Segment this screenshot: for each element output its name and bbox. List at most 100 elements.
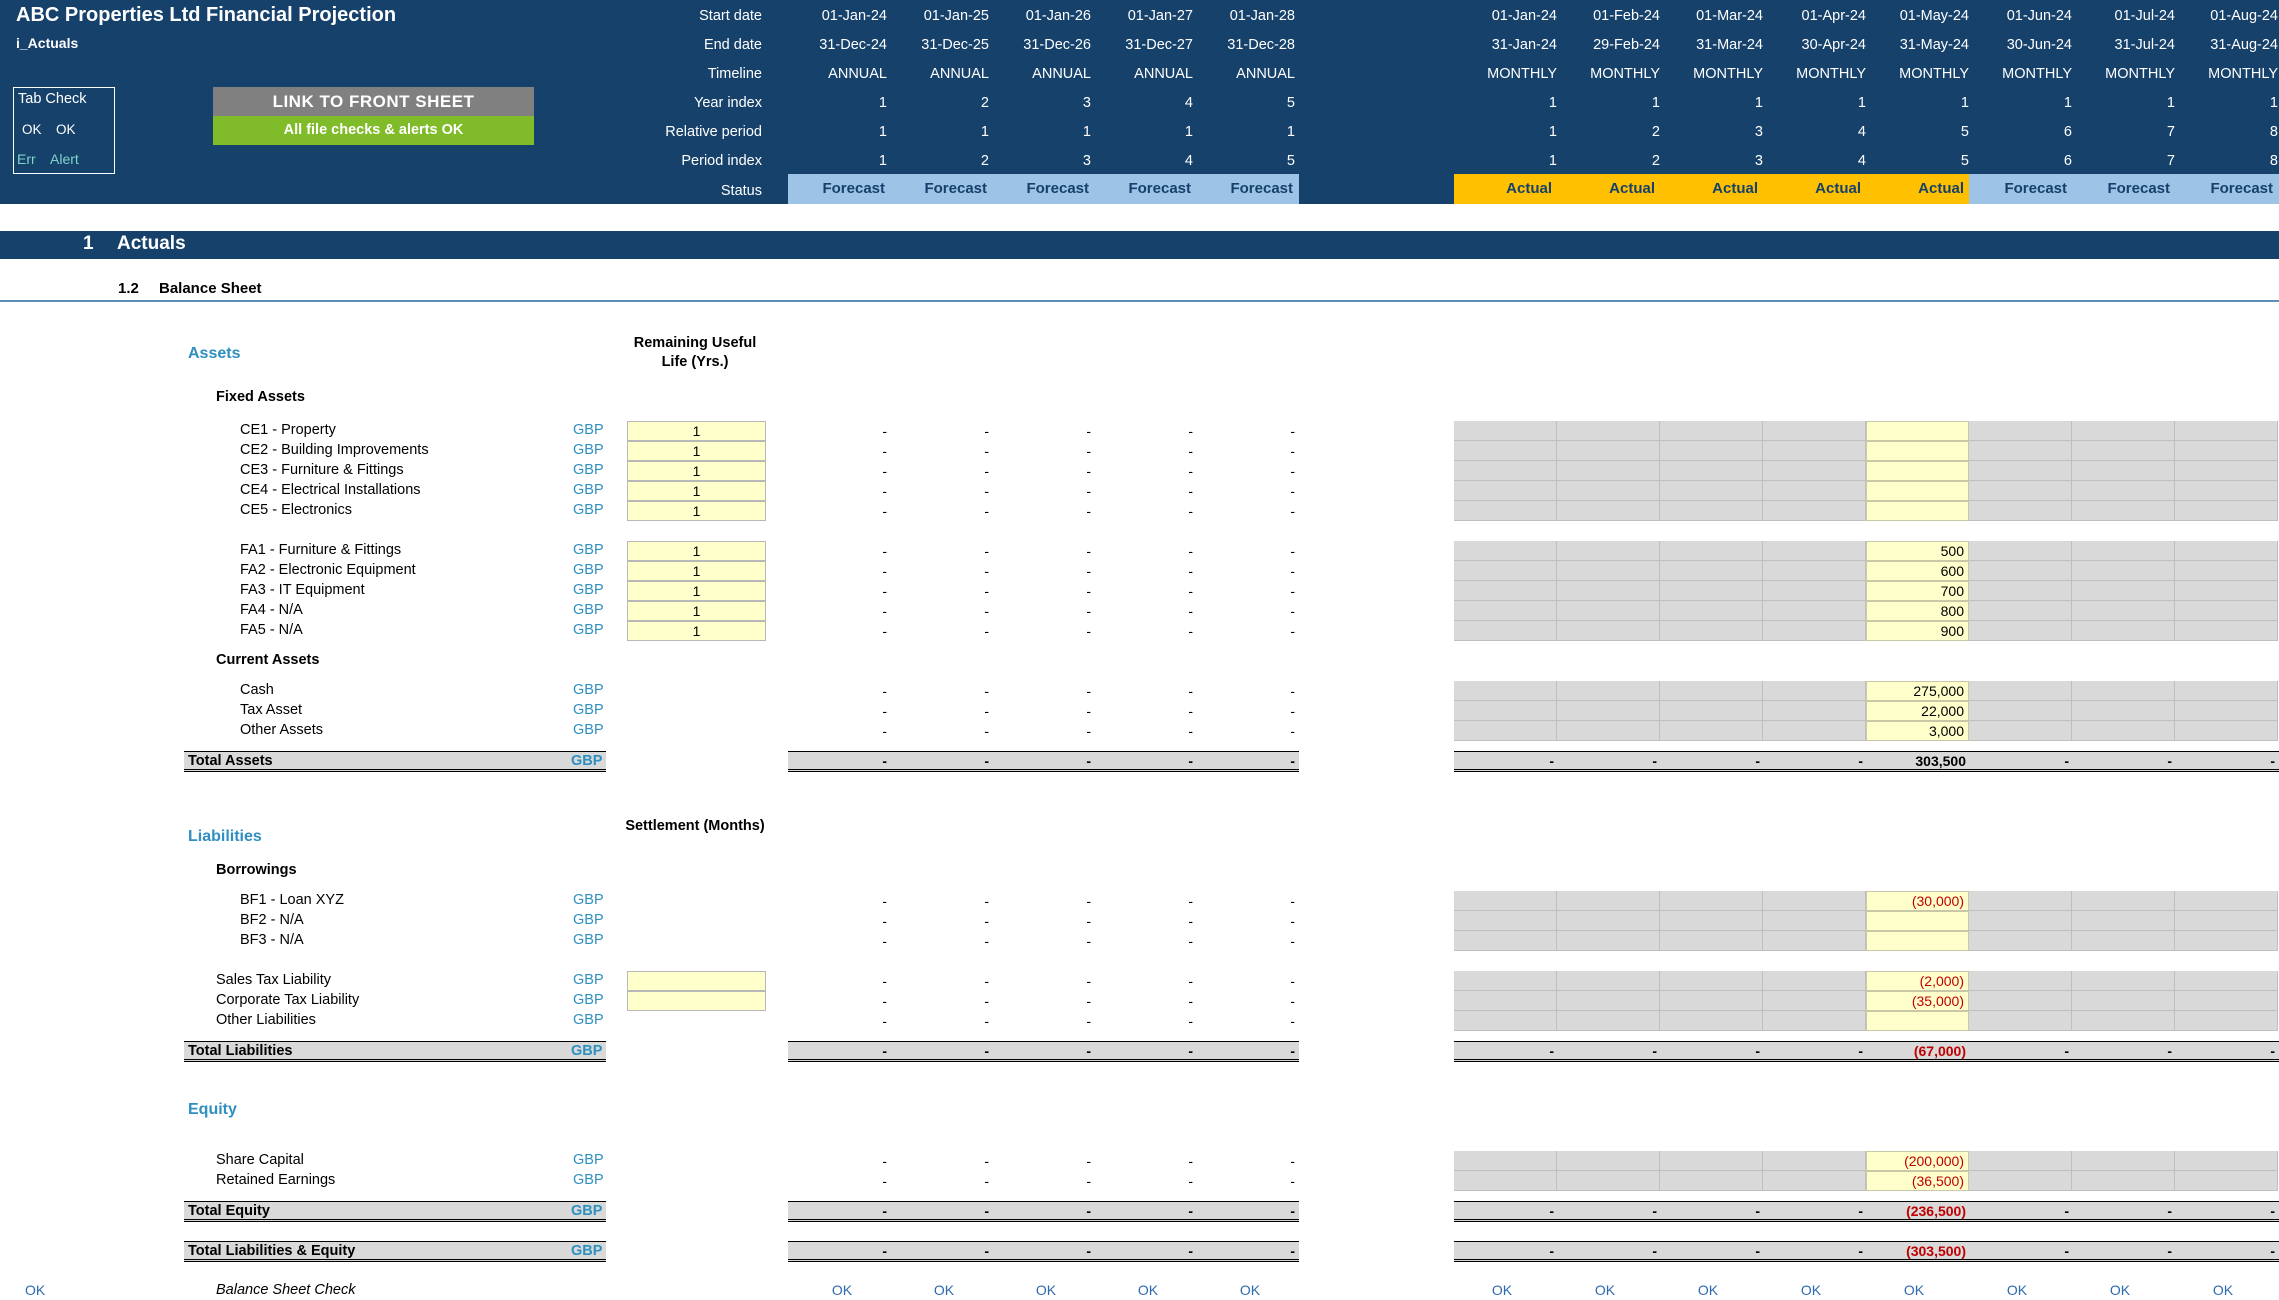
annual-value-cell: - — [882, 503, 887, 519]
monthly-value-cell — [1660, 561, 1763, 581]
may-actual-input[interactable]: (2,000) — [1866, 971, 1969, 991]
may-actual-input[interactable] — [1866, 911, 1969, 931]
monthly-check-cell: OK — [1800, 1282, 1822, 1298]
monthly-value-cell — [2072, 481, 2175, 501]
monthly-end-cell: 29-Feb-24 — [1593, 37, 1660, 53]
monthly-value-cell — [1763, 971, 1866, 991]
annual-value-cell: - — [1290, 893, 1295, 909]
monthly-value-cell — [1454, 1171, 1557, 1191]
monthly-value-cell — [1660, 721, 1763, 741]
monthly-timeline-cell: MONTHLY — [1590, 66, 1660, 82]
line-item-input[interactable]: 1 — [627, 581, 766, 601]
section-title: Actuals — [117, 233, 186, 254]
total-equity-monthly-value: - — [1652, 1203, 1657, 1219]
may-actual-input[interactable]: 900 — [1866, 621, 1969, 641]
may-actual-input[interactable] — [1866, 1011, 1969, 1031]
may-actual-input[interactable]: (30,000) — [1866, 891, 1969, 911]
line-item-input[interactable]: 1 — [627, 621, 766, 641]
monthly-value-cell — [1660, 991, 1763, 1011]
may-actual-input[interactable] — [1866, 461, 1969, 481]
line-item-input[interactable] — [627, 971, 766, 991]
may-actual-input[interactable]: 3,000 — [1866, 721, 1969, 741]
may-actual-input[interactable]: 700 — [1866, 581, 1969, 601]
monthly-value-cell — [1557, 501, 1660, 521]
may-actual-input[interactable]: 600 — [1866, 561, 1969, 581]
monthly-period_index-cell: 6 — [2063, 153, 2072, 169]
monthly-value-cell — [1763, 891, 1866, 911]
line-item-label: CE5 - Electronics — [240, 502, 353, 518]
monthly-value-cell — [1969, 1171, 2072, 1191]
line-item-input[interactable]: 1 — [627, 561, 766, 581]
may-actual-input[interactable] — [1866, 481, 1969, 501]
monthly-timeline-cell: MONTHLY — [1487, 66, 1557, 82]
annual-value-cell: - — [882, 683, 887, 699]
timeline-row-label: Start date — [699, 8, 762, 24]
annual-value-cell: - — [1290, 483, 1295, 499]
monthly-value-cell — [1660, 421, 1763, 441]
annual-timeline-cell: ANNUAL — [1134, 66, 1193, 82]
annual-value-cell: - — [1290, 503, 1295, 519]
line-item-input[interactable]: 1 — [627, 541, 766, 561]
line-item-input[interactable]: 1 — [627, 481, 766, 501]
line-item-label: FA5 - N/A — [240, 622, 303, 638]
line-item-input[interactable]: 1 — [627, 501, 766, 521]
monthly-value-cell — [2175, 1011, 2278, 1031]
monthly-status-cell: Actual — [1763, 174, 1867, 204]
annual-period_index-cell: 2 — [980, 153, 989, 169]
may-actual-input[interactable] — [1866, 931, 1969, 951]
monthly-value-cell — [2175, 681, 2278, 701]
line-item-input[interactable]: 1 — [627, 421, 766, 441]
monthly-value-cell — [1660, 581, 1763, 601]
monthly-value-cell — [1969, 1151, 2072, 1171]
annual-value-cell: - — [984, 543, 989, 559]
monthly-value-cell — [1660, 911, 1763, 931]
annual-year_index-cell: 4 — [1184, 95, 1193, 111]
may-actual-input[interactable]: (200,000) — [1866, 1151, 1969, 1171]
link-to-front-sheet-button[interactable]: LINK TO FRONT SHEET — [213, 87, 534, 116]
annual-value-cell: - — [1188, 683, 1193, 699]
monthly-value-cell — [1660, 601, 1763, 621]
may-actual-input[interactable]: 500 — [1866, 541, 1969, 561]
total-liabilities-equity-label-band — [184, 1241, 606, 1262]
subsection-title: Balance Sheet — [159, 280, 262, 297]
annual-value-cell: - — [882, 443, 887, 459]
monthly-value-cell — [2175, 701, 2278, 721]
annual-value-cell: - — [1290, 993, 1295, 1009]
may-actual-input[interactable]: (35,000) — [1866, 991, 1969, 1011]
monthly-status-cell: Forecast — [2175, 174, 2279, 204]
line-item-input[interactable]: 1 — [627, 601, 766, 621]
monthly-period_index-cell: 8 — [2269, 153, 2278, 169]
annual-value-cell: - — [1290, 973, 1295, 989]
monthly-year_index-cell: 1 — [1857, 95, 1866, 111]
balance-sheet-check-label: Balance Sheet Check — [216, 1282, 356, 1298]
annual-value-cell: - — [1188, 973, 1193, 989]
annual-year_index-cell: 5 — [1286, 95, 1295, 111]
monthly-start-cell: 01-Jul-24 — [2114, 8, 2175, 24]
may-actual-input[interactable]: 800 — [1866, 601, 1969, 621]
monthly-value-cell — [1969, 701, 2072, 721]
annual-value-cell: - — [1086, 503, 1091, 519]
monthly-period_index-cell: 1 — [1548, 153, 1557, 169]
may-actual-input[interactable]: 275,000 — [1866, 681, 1969, 701]
line-item-label: FA2 - Electronic Equipment — [240, 562, 416, 578]
monthly-value-cell — [2175, 421, 2278, 441]
monthly-value-cell — [2072, 1151, 2175, 1171]
may-actual-input[interactable] — [1866, 421, 1969, 441]
total-assets-monthly-value: - — [2064, 753, 2069, 769]
annual-value-cell: - — [984, 993, 989, 1009]
may-actual-input[interactable] — [1866, 501, 1969, 521]
monthly-value-cell — [1454, 891, 1557, 911]
total-liabilities-equity-monthly-value: - — [2270, 1243, 2275, 1259]
annual-timeline-cell: ANNUAL — [930, 66, 989, 82]
line-item-input[interactable]: 1 — [627, 461, 766, 481]
may-actual-input[interactable] — [1866, 441, 1969, 461]
annual-value-cell: - — [1290, 1153, 1295, 1169]
may-actual-input[interactable]: (36,500) — [1866, 1171, 1969, 1191]
may-actual-input[interactable]: 22,000 — [1866, 701, 1969, 721]
line-item-input[interactable]: 1 — [627, 441, 766, 461]
monthly-start-cell: 01-Mar-24 — [1696, 8, 1763, 24]
monthly-status-cell: Forecast — [2072, 174, 2176, 204]
line-item-input[interactable] — [627, 991, 766, 1011]
annual-value-cell: - — [1188, 463, 1193, 479]
annual-value-cell: - — [1086, 683, 1091, 699]
